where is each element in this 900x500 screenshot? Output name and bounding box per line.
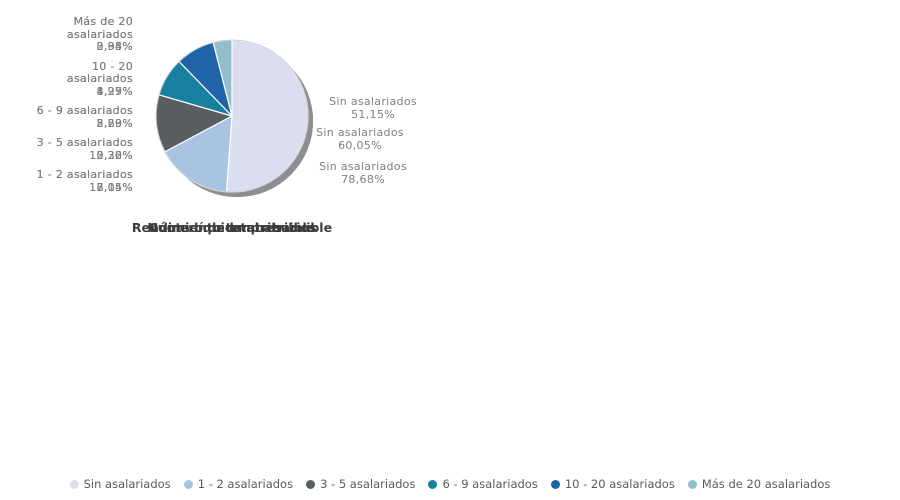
legend-dot-3-5-asalariados-icon bbox=[306, 479, 316, 489]
left-labels-column: Más de 20 asalariados 2,05% 10 - 20 asal… bbox=[36, 15, 133, 194]
chart-title: Rendimiento total atribuible bbox=[131, 220, 333, 235]
slice-label-3-5: 3 - 5 asalariados 10,22% bbox=[36, 136, 133, 162]
slice-label-1-2: 1 - 2 asalariados 16,05% bbox=[36, 168, 133, 194]
pie-outline bbox=[155, 39, 309, 193]
chart-cuota-liquida-atribuible: Más de 20 asalariados 3,98% 10 - 20 asal… bbox=[0, 0, 450, 250]
legend-dot-6-9-asalariados-icon bbox=[428, 479, 438, 489]
legend: Sin asalariados 1 - 2 asalariados 3 - 5 … bbox=[0, 477, 900, 491]
pie-slice[interactable] bbox=[225, 39, 309, 193]
legend-dot-sin-asalariados-icon bbox=[69, 479, 79, 489]
legend-item-10-20-asalariados[interactable]: 10 - 20 asalariados bbox=[550, 477, 675, 491]
left-labels-column: Más de 20 asalariados 3,98% 10 - 20 asal… bbox=[36, 15, 133, 194]
legend-item-1-2-asalariados[interactable]: 1 - 2 asalariados bbox=[183, 477, 294, 491]
legend-dot-10-20-asalariados-icon bbox=[550, 479, 560, 489]
slice-label-1-2: 1 - 2 asalariados 17,04% bbox=[36, 168, 133, 194]
chart-title: Cuota líquida atribuible bbox=[148, 220, 316, 235]
legend-dot-mas-de-20-asalariados-icon bbox=[687, 479, 697, 489]
slice-label-6-9: 6 - 9 asalariados 5,69% bbox=[36, 104, 133, 130]
pie-cuota-liquida-atribuible[interactable] bbox=[142, 28, 332, 218]
slice-label-3-5: 3 - 5 asalariados 12,30% bbox=[36, 136, 133, 162]
slice-label-sin-asalariados: Sin asalariados 60,05% bbox=[316, 126, 404, 152]
slice-label-6-9: 6 - 9 asalariados 8,23% bbox=[36, 104, 133, 130]
legend-item-3-5-asalariados[interactable]: 3 - 5 asalariados bbox=[306, 477, 415, 491]
legend-item-6-9-asalariados[interactable]: 6 - 9 asalariados bbox=[428, 477, 538, 491]
slice-label-mas-de-20: Más de 20 asalariados 2,05% bbox=[66, 15, 133, 53]
slice-label-mas-de-20: Más de 20 asalariados 3,98% bbox=[66, 15, 133, 53]
slice-label-mas-de-20: Más de 20 asalariados 0,34% bbox=[66, 15, 133, 53]
slice-label-10-20: 10 - 20 asalariados 8,29% bbox=[66, 59, 133, 98]
slice-label-1-2: 1 - 2 asalariados 12,15% bbox=[36, 168, 133, 194]
legend-item-mas-de-20-asalariados[interactable]: Más de 20 asalariados bbox=[687, 477, 831, 491]
slice-label-3-5: 3 - 5 asalariados 5,36% bbox=[36, 136, 133, 162]
slice-label-sin-asalariados: Sin asalariados 78,68% bbox=[319, 160, 407, 186]
legend-label: 10 - 20 asalariados bbox=[564, 477, 675, 491]
left-labels-column: Más de 20 asalariados 0,34% 10 - 20 asal… bbox=[36, 15, 133, 194]
chart-title: Número de empresarios bbox=[147, 220, 317, 235]
legend-label: Más de 20 asalariados bbox=[701, 477, 831, 491]
slice-label-10-20: 10 - 20 asalariados 4,95% bbox=[66, 59, 133, 98]
slice-label-6-9: 6 - 9 asalariados 2,20% bbox=[36, 104, 133, 130]
legend-label: 1 - 2 asalariados bbox=[197, 477, 294, 491]
legend-label: 6 - 9 asalariados bbox=[442, 477, 538, 491]
legend-dot-1-2-asalariados-icon bbox=[183, 479, 193, 489]
legend-label: Sin asalariados bbox=[83, 477, 171, 491]
legend-item-sin-asalariados[interactable]: Sin asalariados bbox=[69, 477, 171, 491]
slice-label-sin-asalariados: Sin asalariados 51,15% bbox=[329, 95, 417, 121]
legend-label: 3 - 5 asalariados bbox=[320, 477, 416, 491]
slice-label-10-20: 10 - 20 asalariados 1,27% bbox=[66, 59, 133, 98]
